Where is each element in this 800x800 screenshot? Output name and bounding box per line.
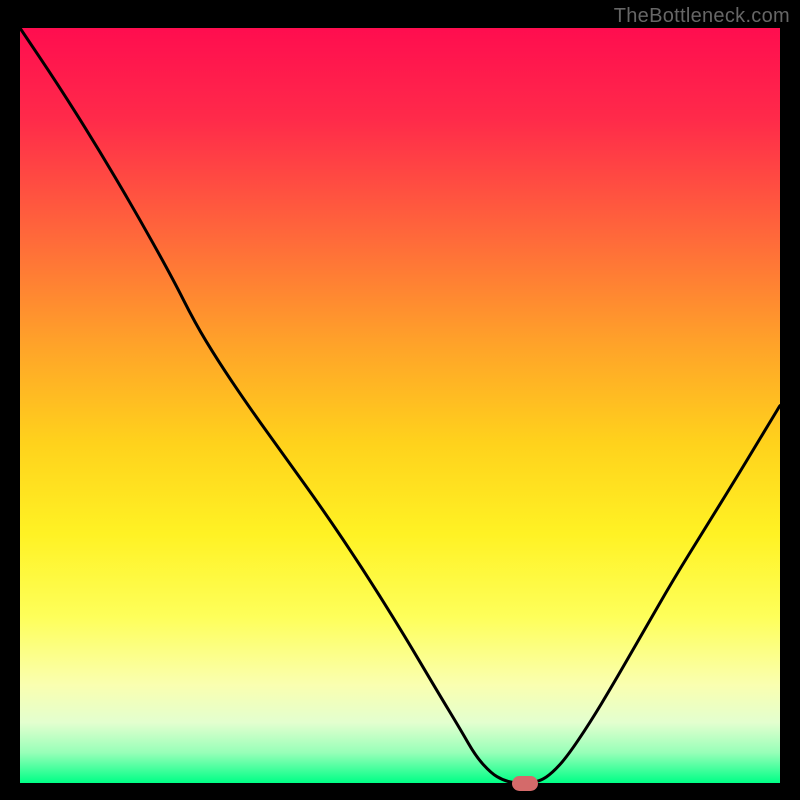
gradient-background — [20, 28, 780, 783]
minimum-marker — [512, 776, 538, 791]
plot-svg — [20, 28, 780, 783]
plot-area — [20, 28, 780, 783]
watermark-label: TheBottleneck.com — [614, 5, 790, 28]
figure-root: TheBottleneck.com — [0, 0, 800, 800]
